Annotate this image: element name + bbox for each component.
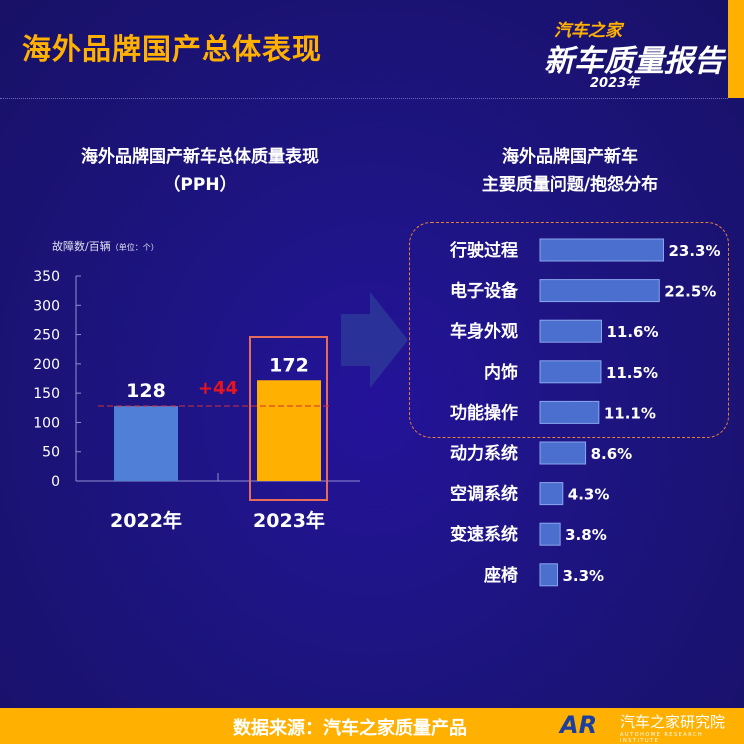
arrow-icon [341,292,408,388]
page-title: 海外品牌国产总体表现 [22,32,323,66]
institute-name: 汽车之家研究院 [620,713,726,731]
y-tick-label: 50 [42,445,60,461]
y-tick-label: 350 [33,269,60,285]
hbar-value-label: 23.3% [668,242,720,260]
ar-logo: AR [560,711,598,739]
hbar-车身外观 [539,319,602,343]
hbar-空调系统 [539,482,564,506]
bar-2023年 [257,380,321,481]
y-tick-label: 100 [33,415,60,431]
left-chart-title: 海外品牌国产新车总体质量表现 （PPH） [30,143,370,199]
y-axis-label: 故障数/百辆（单位：个） [52,238,159,254]
highlight-box-2023 [249,336,328,501]
category-label: 内饰 [484,362,518,383]
ylabel: 故障数/百辆 [52,240,111,253]
logo-line2: 新车质量报告 [544,44,724,79]
hbar-value-label: 8.6% [591,445,633,463]
top5-highlight-box [409,222,729,438]
y-tick-label: 300 [33,298,60,314]
bar-2022年 [114,406,178,481]
right-title-line1: 海外品牌国产新车 [502,147,638,167]
right-chart-title: 海外品牌国产新车 主要质量问题/抱怨分布 [420,143,720,199]
bar-value-label: 172 [269,354,309,376]
delta-annotation: +44 [198,378,238,399]
hbar-value-label: 11.1% [604,404,656,422]
hbar-value-label: 3.3% [562,567,604,585]
category-label: 行驶过程 [449,240,518,261]
data-source: 数据来源：汽车之家质量产品 [233,718,467,739]
footer: 数据来源：汽车之家质量产品 AR 汽车之家研究院 AUTOHOME RESEAR… [0,708,744,744]
hbar-value-label: 4.3% [568,486,610,504]
category-label: 车身外观 [450,321,518,342]
hbar-电子设备 [539,279,660,303]
category-label: 座椅 [484,565,518,586]
header-divider [0,98,728,99]
y-tick-label: 150 [33,386,60,402]
left-title-line1: 海外品牌国产新车总体质量表现 [81,147,319,167]
hbar-内饰 [539,360,602,384]
x-category-label: 2022年 [110,509,182,532]
category-label: 空调系统 [450,484,518,505]
hbar-变速系统 [539,522,561,546]
accent-strip [728,0,744,98]
bar-value-label: 128 [126,380,166,402]
y-tick-label: 250 [33,328,60,344]
category-label: 电子设备 [450,281,519,302]
logo-line1: 汽车之家 [554,21,622,41]
hbar-value-label: 11.5% [606,364,658,382]
category-label: 变速系统 [450,524,518,545]
report-logo: 汽车之家 新车质量报告 2023年 [540,14,730,92]
x-category-label: 2023年 [253,509,325,532]
hbar-功能操作 [539,400,600,424]
left-title-line2: （PPH） [163,175,237,195]
hbar-座椅 [539,563,558,587]
right-title-line2: 主要质量问题/抱怨分布 [481,175,659,195]
hbar-value-label: 11.6% [606,323,658,341]
hbar-动力系统 [539,441,587,465]
institute-name-en: AUTOHOME RESEARCH INSTITUTE [620,732,704,744]
category-label: 动力系统 [450,443,518,464]
y-tick-label: 0 [51,474,60,490]
hbar-value-label: 22.5% [664,283,716,301]
category-label: 功能操作 [450,402,518,423]
logo-line3: 2023年 [590,76,640,91]
y-tick-label: 200 [33,357,60,373]
unit-note: （单位：个） [110,243,159,252]
hbar-行驶过程 [539,238,664,262]
hbar-value-label: 3.8% [565,526,607,544]
